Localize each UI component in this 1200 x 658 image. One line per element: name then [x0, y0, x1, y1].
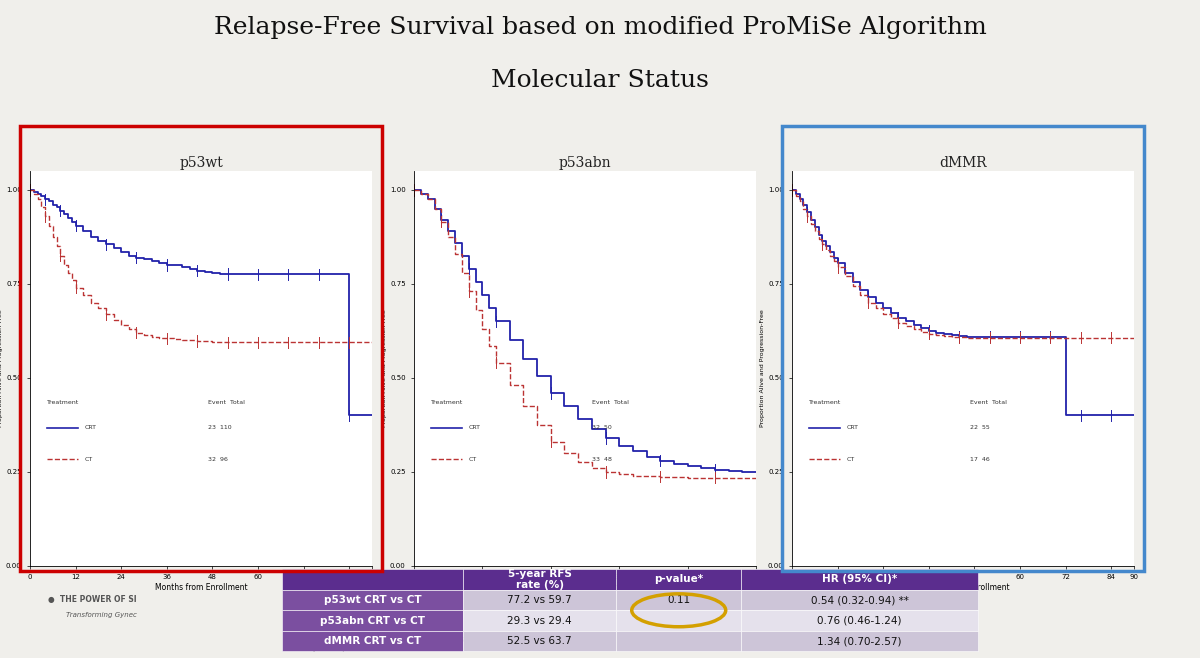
Text: 23  110: 23 110: [208, 425, 232, 430]
Text: 33  48: 33 48: [592, 457, 612, 462]
Text: Transforming Gynec: Transforming Gynec: [66, 612, 137, 619]
Text: CRT: CRT: [469, 425, 481, 430]
Text: 17  46: 17 46: [970, 457, 990, 462]
Text: 0.76 (0.46-1.24): 0.76 (0.46-1.24): [817, 616, 902, 626]
Text: HR (95% CI)*: HR (95% CI)*: [822, 574, 898, 584]
Text: CT: CT: [469, 457, 476, 462]
Title: p53abn: p53abn: [559, 156, 611, 170]
Text: dMMR CRT vs CT: dMMR CRT vs CT: [324, 636, 421, 646]
Text: p-value*: p-value*: [654, 574, 703, 584]
Y-axis label: Proportion Alive and Progression-Free: Proportion Alive and Progression-Free: [0, 310, 4, 427]
Text: 32  50: 32 50: [592, 425, 612, 430]
Text: Treatment: Treatment: [809, 400, 841, 405]
Text: CT: CT: [847, 457, 854, 462]
Text: 0.11: 0.11: [667, 595, 690, 605]
Text: 32  96: 32 96: [208, 457, 228, 462]
Text: Event  Total: Event Total: [208, 400, 245, 405]
Text: **Adjusted p-value for CRT vs CT is 0.02: **Adjusted p-value for CRT vs CT is 0.02: [294, 643, 462, 652]
Text: 22  55: 22 55: [970, 425, 990, 430]
Text: Event  Total: Event Total: [592, 400, 629, 405]
Text: CT: CT: [85, 457, 92, 462]
Y-axis label: Proportion Alive and Progression-Free: Proportion Alive and Progression-Free: [760, 310, 766, 427]
Title: p53wt: p53wt: [179, 156, 223, 170]
Text: 29.3 vs 29.4: 29.3 vs 29.4: [508, 616, 572, 626]
Text: 77.2 vs 59.7: 77.2 vs 59.7: [508, 595, 572, 605]
Text: *Adjusted for age>65, gross residual disease status, and treatment: *Adjusted for age>65, gross residual dis…: [294, 634, 578, 644]
Text: p53wt CRT vs CT: p53wt CRT vs CT: [324, 595, 421, 605]
Text: Molecular Status: Molecular Status: [491, 69, 709, 92]
Text: ●  THE POWER OF SI: ● THE POWER OF SI: [48, 595, 137, 604]
X-axis label: Months from Enrollment: Months from Enrollment: [917, 583, 1009, 592]
Text: Treatment: Treatment: [431, 400, 463, 405]
Text: 0.54 (0.32-0.94) **: 0.54 (0.32-0.94) **: [811, 595, 908, 605]
Title: dMMR: dMMR: [940, 156, 986, 170]
Text: 1.34 (0.70-2.57): 1.34 (0.70-2.57): [817, 636, 902, 646]
Text: Treatment: Treatment: [47, 400, 79, 405]
X-axis label: Months from Enrollment: Months from Enrollment: [155, 583, 247, 592]
Y-axis label: Proportion Alive and Progression-Free: Proportion Alive and Progression-Free: [382, 310, 388, 427]
X-axis label: Months from Enrollment: Months from Enrollment: [539, 583, 631, 592]
Text: Relapse-Free Survival based on modified ProMiSe Algorithm: Relapse-Free Survival based on modified …: [214, 16, 986, 39]
Text: Event  Total: Event Total: [970, 400, 1007, 405]
Text: CRT: CRT: [85, 425, 97, 430]
Text: CRT: CRT: [847, 425, 859, 430]
Text: 5-year RFS
rate (%): 5-year RFS rate (%): [508, 569, 571, 590]
Text: 52.5 vs 63.7: 52.5 vs 63.7: [508, 636, 572, 646]
Text: p53abn CRT vs CT: p53abn CRT vs CT: [320, 616, 425, 626]
